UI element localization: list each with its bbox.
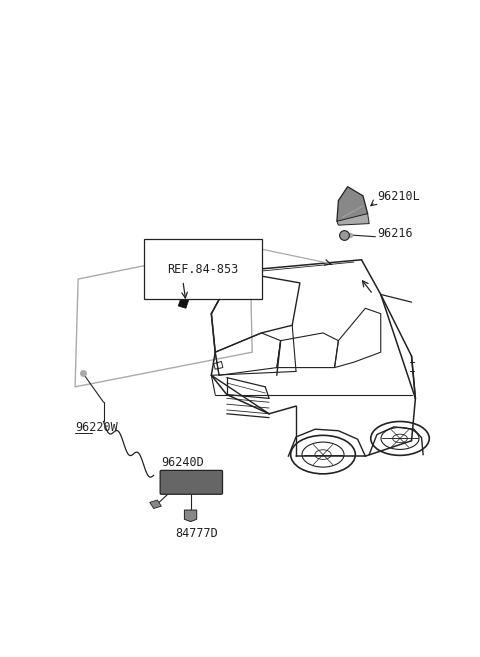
Text: 96216: 96216	[377, 227, 412, 240]
Text: 84777D: 84777D	[175, 527, 218, 539]
Polygon shape	[337, 187, 368, 221]
Text: 96220W: 96220W	[75, 421, 118, 434]
Text: 96240D: 96240D	[161, 456, 204, 469]
Polygon shape	[184, 510, 197, 522]
Polygon shape	[337, 214, 369, 225]
Polygon shape	[178, 283, 193, 308]
Text: 96210L: 96210L	[377, 191, 420, 204]
Text: REF.84-853: REF.84-853	[168, 263, 239, 275]
Polygon shape	[150, 500, 161, 509]
FancyBboxPatch shape	[160, 470, 223, 494]
